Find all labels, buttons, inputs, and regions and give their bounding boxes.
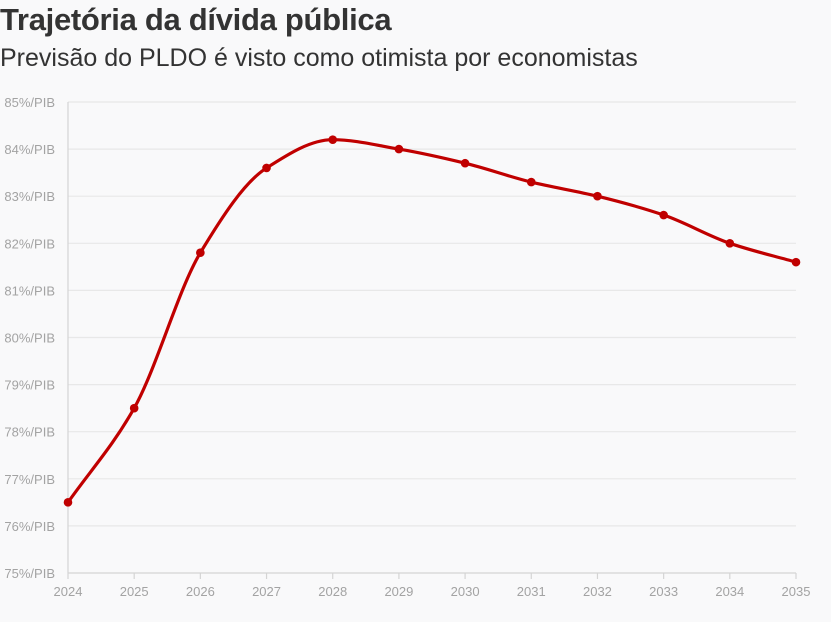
chart-subtitle: Previsão do PLDO é visto como otimista p… xyxy=(0,44,638,72)
x-tick-label-2027: 2027 xyxy=(252,584,281,599)
x-tick-label-2026: 2026 xyxy=(186,584,215,599)
y-tick-label-80: 80%/PIB xyxy=(4,331,55,346)
y-axis: 75%/PIB 76%/PIB 77%/PIB 78%/PIB 79%/PIB 80%/P… xyxy=(4,95,69,581)
x-tick-label-2029: 2029 xyxy=(384,584,413,599)
x-tick-label-2034: 2034 xyxy=(715,584,744,599)
x-tick-label-2024: 2024 xyxy=(54,584,83,599)
y-tick-label-75: 75%/PIB xyxy=(4,566,55,581)
data-points xyxy=(63,135,801,507)
x-tick-label-2035: 2035 xyxy=(782,584,811,599)
data-point-2031[interactable] xyxy=(526,177,536,187)
y-tick-label-82: 82%/PIB xyxy=(4,236,55,251)
y-tick-label-83: 83%/PIB xyxy=(4,189,55,204)
y-tick-label-84: 84%/PIB xyxy=(4,142,55,157)
x-axis: 2024 2025 2026 2027 2028 2029 2030 2031 2032 2033… xyxy=(54,572,811,599)
data-point-2025[interactable] xyxy=(129,403,139,413)
data-point-2032[interactable] xyxy=(593,191,602,201)
x-tick-label-2032: 2032 xyxy=(583,584,612,599)
x-tick-label-2030: 2030 xyxy=(451,584,480,599)
data-point-2029[interactable] xyxy=(394,144,404,154)
data-point-2030[interactable] xyxy=(460,158,470,168)
y-tick-label-77: 77%/PIB xyxy=(4,472,55,487)
data-point-2033[interactable] xyxy=(659,210,668,220)
x-tick-label-2025: 2025 xyxy=(120,584,149,599)
grid-lines xyxy=(68,101,796,527)
data-point-2024[interactable] xyxy=(63,498,73,507)
data-point-2028[interactable] xyxy=(328,135,338,144)
y-tick-label-76: 76%/PIB xyxy=(4,519,55,534)
y-tick-label-79: 79%/PIB xyxy=(4,378,55,393)
chart-title: Trajetória da dívida pública xyxy=(0,2,392,37)
data-point-2034[interactable] xyxy=(725,239,735,248)
x-tick-label-2028: 2028 xyxy=(318,584,347,599)
y-tick-label-81: 81%/PIB xyxy=(4,283,55,298)
y-tick-label-78: 78%/PIB xyxy=(4,425,55,440)
y-tick-label-85: 85%/PIB xyxy=(4,95,55,110)
data-point-2035[interactable] xyxy=(791,257,801,267)
data-point-2027[interactable] xyxy=(262,163,271,173)
x-tick-label-2031: 2031 xyxy=(517,584,546,599)
series-line-group xyxy=(66,138,798,504)
data-point-2026[interactable] xyxy=(196,248,205,258)
x-tick-label-2033: 2033 xyxy=(649,584,678,599)
series-line xyxy=(66,138,798,504)
